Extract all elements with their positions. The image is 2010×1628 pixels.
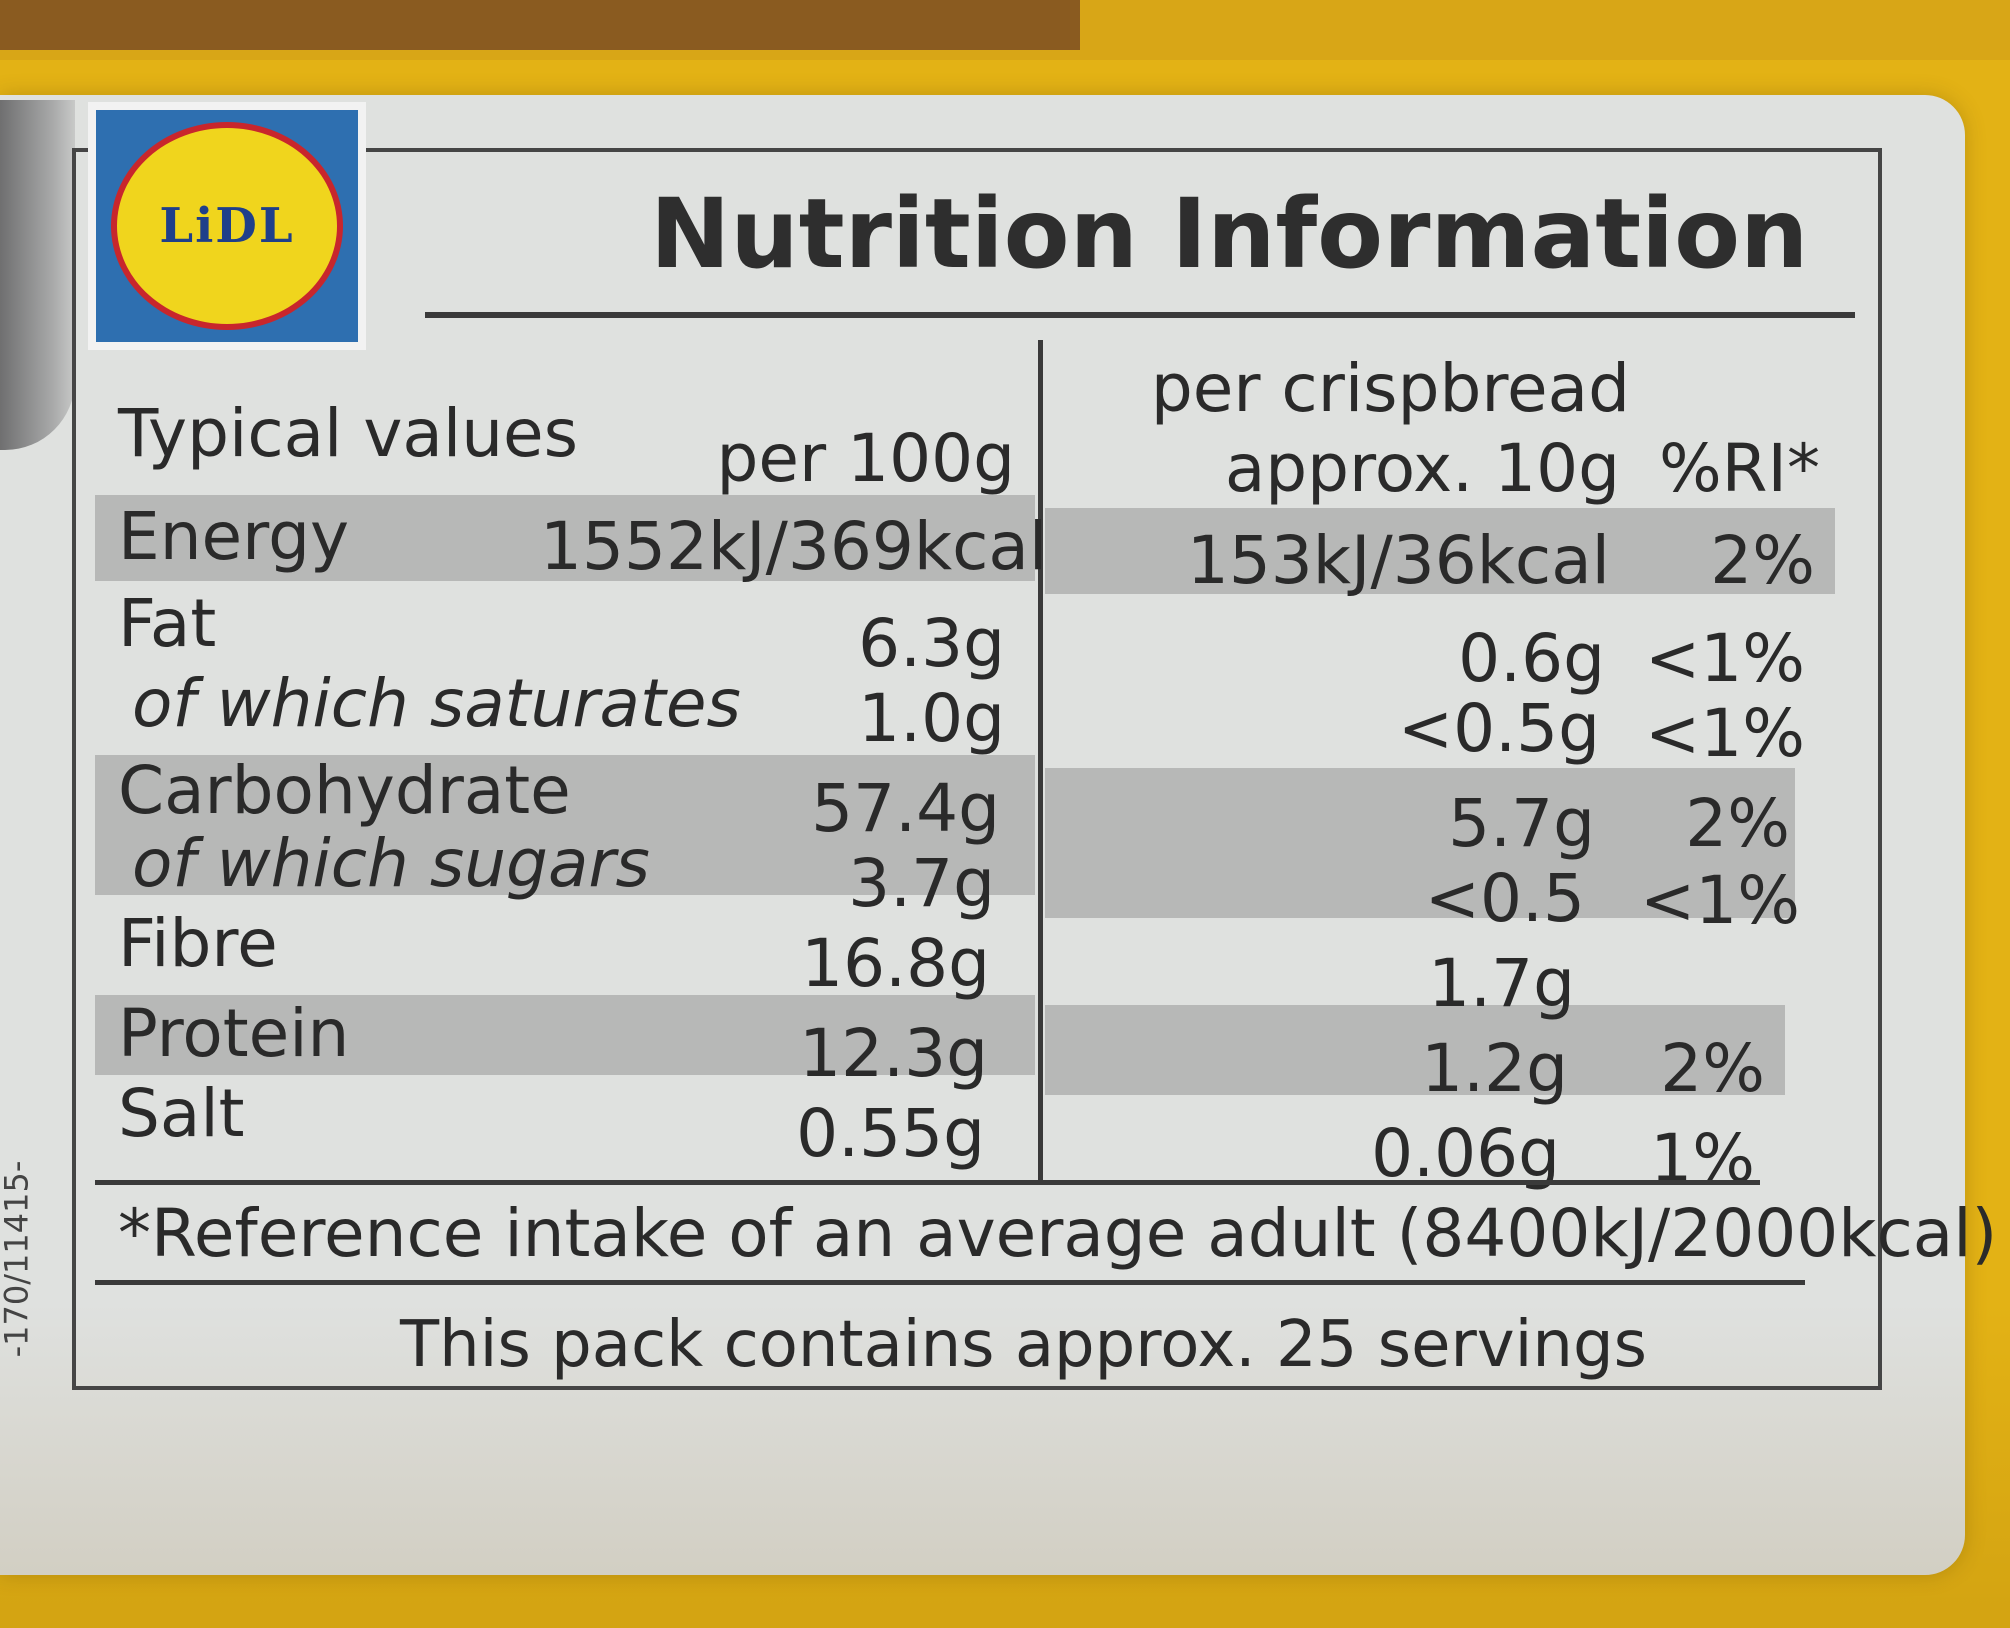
label-curl xyxy=(0,100,75,450)
row-label: Fat xyxy=(118,585,217,662)
footer-divider-bottom xyxy=(95,1280,1805,1285)
row-per100: 6.3g xyxy=(858,605,1005,682)
row-per: 0.06g xyxy=(1371,1115,1560,1192)
row-ri: <1% xyxy=(1644,620,1805,697)
row-ri: 1% xyxy=(1650,1120,1755,1197)
row-per100: 0.55g xyxy=(796,1095,985,1172)
header-per-100g: per 100g xyxy=(716,420,1015,497)
row-label: Energy xyxy=(118,498,350,575)
footer-divider-top xyxy=(95,1180,1760,1185)
row-per100: 1552kJ/369kcal xyxy=(540,508,1048,585)
servings-note: This pack contains approx. 25 servings xyxy=(400,1308,1647,1382)
band-carbohydrate xyxy=(95,755,1035,895)
row-per: 1.7g xyxy=(1428,945,1575,1022)
row-ri: <1% xyxy=(1644,695,1805,772)
row-label: Salt xyxy=(118,1075,245,1152)
reference-intake-note: *Reference intake of an average adult (8… xyxy=(118,1195,1998,1272)
table-border xyxy=(72,148,1882,1390)
row-per: <0.5g xyxy=(1397,690,1600,767)
side-code: -170/11415- xyxy=(0,1160,36,1358)
row-label: of which sugars xyxy=(132,825,650,902)
header-typical-values: Typical values xyxy=(118,395,579,472)
row-per: 0.6g xyxy=(1458,620,1605,697)
lidl-logo: LiDL xyxy=(88,102,366,350)
row-ri: 2% xyxy=(1710,522,1815,599)
header-approx: approx. 10g xyxy=(1224,430,1620,507)
row-per: <0.5 xyxy=(1424,860,1585,937)
band-carbohydrate-right xyxy=(1045,768,1795,918)
row-label: Fibre xyxy=(118,905,278,982)
row-ri: 2% xyxy=(1685,785,1790,862)
row-per: 5.7g xyxy=(1448,785,1595,862)
row-per: 153kJ/36kcal xyxy=(1186,522,1610,599)
band-protein xyxy=(95,995,1035,1075)
page-title: Nutrition Information xyxy=(650,178,1809,290)
lidl-logo-text: LiDL xyxy=(159,198,295,254)
band-energy-right xyxy=(1045,508,1835,594)
background-shadow xyxy=(0,0,1080,50)
band-protein-right xyxy=(1045,1005,1785,1095)
title-divider xyxy=(425,312,1855,318)
band-energy xyxy=(95,495,1035,581)
column-divider xyxy=(1038,340,1043,1180)
row-per100: 57.4g xyxy=(811,770,1000,847)
header-per-crispbread: per crispbread xyxy=(1150,350,1630,427)
header-ri: %RI* xyxy=(1658,430,1820,507)
row-label: Protein xyxy=(118,995,350,1072)
row-ri: <1% xyxy=(1640,862,1801,939)
row-per100: 3.7g xyxy=(848,845,995,922)
row-per100: 16.8g xyxy=(801,925,990,1002)
row-label: Carbohydrate xyxy=(118,752,571,829)
row-per: 1.2g xyxy=(1421,1030,1568,1107)
row-per100: 1.0g xyxy=(858,680,1005,757)
row-per100: 12.3g xyxy=(799,1015,988,1092)
row-ri: 2% xyxy=(1660,1030,1765,1107)
row-label: of which saturates xyxy=(132,665,741,742)
lidl-logo-circle: LiDL xyxy=(111,122,343,330)
